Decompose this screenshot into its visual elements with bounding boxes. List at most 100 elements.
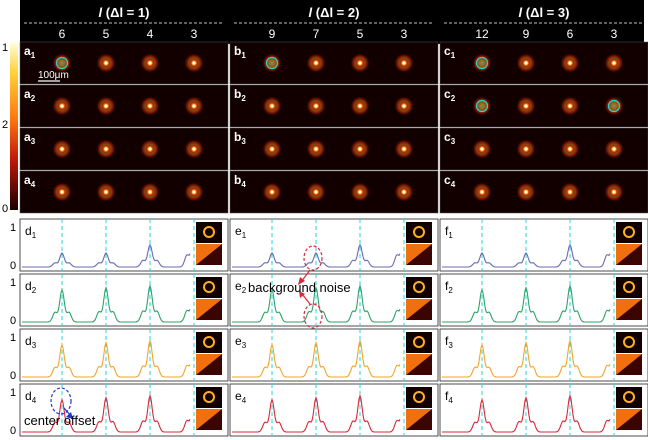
column-header-delta: (Δl = 3) (526, 5, 570, 20)
beam-ring (55, 56, 69, 70)
order-label: 6 (59, 27, 66, 41)
order-label: 6 (567, 27, 574, 41)
noise-circle-upper (303, 245, 323, 271)
panel-label: a2 (24, 87, 36, 103)
mode-inset-intensity (616, 222, 642, 243)
panel-label: c2 (444, 87, 456, 103)
intensity-curve (442, 338, 611, 378)
mode-inset-ring (413, 391, 425, 403)
mode-inset-ring (623, 281, 635, 293)
y-tick-zero: 0 (10, 260, 16, 272)
mode-inset-intensity (406, 222, 432, 243)
intensity-curve (22, 338, 191, 378)
panel-label: a3 (24, 130, 36, 146)
mode-inset-intensity (616, 387, 642, 408)
mode-inset-ring (413, 336, 425, 348)
plot-label: d3 (25, 334, 37, 350)
order-label: 4 (147, 27, 154, 41)
mode-inset-ring (413, 226, 425, 238)
plot-label: d2 (25, 279, 37, 295)
y-tick-zero: 0 (10, 425, 16, 437)
plot-label: f1 (445, 224, 453, 240)
column-header-symbol: l (99, 5, 106, 20)
beam-core (402, 61, 406, 65)
beam-core (480, 147, 484, 151)
column-header-delta: (Δl = 2) (316, 5, 360, 20)
noise-arrowhead-lower (299, 291, 305, 298)
panel-label: b1 (234, 44, 246, 60)
beam-core (402, 190, 406, 194)
intensity-plot (229, 383, 439, 437)
plot-label: d1 (25, 224, 37, 240)
order-label: 3 (191, 27, 198, 41)
beam-core (60, 104, 64, 108)
beam-core (612, 190, 616, 194)
noise-arrowhead-upper (298, 277, 305, 285)
center-offset-label: center offset (24, 413, 96, 428)
column-header-3: l (Δl = 3) (519, 5, 570, 20)
plot-label: e4 (235, 389, 247, 405)
beam-core (314, 61, 318, 65)
beam-halo (604, 96, 624, 116)
beam-ring (475, 56, 489, 70)
mode-inset-phase-wedge (196, 354, 222, 375)
mode-inset-ring (203, 336, 215, 348)
beam-core (480, 190, 484, 194)
mode-inset-phase-wedge (616, 354, 642, 375)
intensity-curve (232, 393, 401, 433)
mode-inset-intensity (406, 277, 432, 298)
beam-core (612, 61, 616, 65)
beam-core (402, 104, 406, 108)
beam-core (104, 147, 108, 151)
intensity-curve (232, 243, 401, 268)
beam-core (270, 147, 274, 151)
beam-core (612, 147, 616, 151)
mode-inset-ring (623, 336, 635, 348)
beam-core (192, 61, 196, 65)
panel-label: b2 (234, 87, 246, 103)
mode-inset-phase-wedge (406, 244, 432, 265)
intensity-curve (442, 393, 611, 433)
plot-label: f4 (445, 389, 453, 405)
background-noise-annotation: background noise (248, 245, 351, 329)
mode-inset-phase-wedge (406, 354, 432, 375)
beam-core (358, 190, 362, 194)
mode-inset-ring (413, 281, 425, 293)
panel-label: a4 (24, 173, 36, 189)
mode-inset-intensity (406, 387, 432, 408)
panel-label: b4 (234, 173, 246, 189)
noise-circle-lower (303, 303, 323, 329)
intensity-plot (19, 273, 229, 327)
beam-core (270, 104, 274, 108)
offset-arrowhead (66, 412, 73, 419)
beam-core (568, 61, 572, 65)
mode-inset-phase-wedge (616, 244, 642, 265)
panel-label: a1 (24, 44, 36, 60)
y-tick-zero: 0 (10, 315, 16, 327)
panel-label: c4 (444, 173, 456, 189)
colorbar-tick-bottom: 0 (2, 203, 8, 215)
intensity-curve (442, 243, 611, 268)
offset-circle (50, 387, 72, 415)
intensity-curve (22, 243, 191, 268)
beam-core (270, 190, 274, 194)
beam-core (524, 190, 528, 194)
mode-inset-phase-wedge (616, 299, 642, 320)
plot-label: e2 (235, 279, 247, 295)
order-label: 12 (475, 27, 489, 41)
beam-core (192, 190, 196, 194)
y-tick-one: 1 (10, 332, 16, 344)
mode-inset-intensity (196, 222, 222, 243)
mode-inset-intensity (196, 332, 222, 353)
beam-core (402, 147, 406, 151)
beam-ring (607, 99, 621, 113)
intensity-plot (439, 383, 648, 437)
order-label: 7 (313, 27, 320, 41)
mode-inset-phase-wedge (406, 299, 432, 320)
panel-label: c1 (444, 44, 456, 60)
beam-core (148, 104, 152, 108)
mode-inset-ring (203, 391, 215, 403)
mode-inset-ring (203, 226, 215, 238)
noise-arrow-lower (301, 293, 311, 305)
scale-bar-label: 100μm (38, 70, 69, 81)
